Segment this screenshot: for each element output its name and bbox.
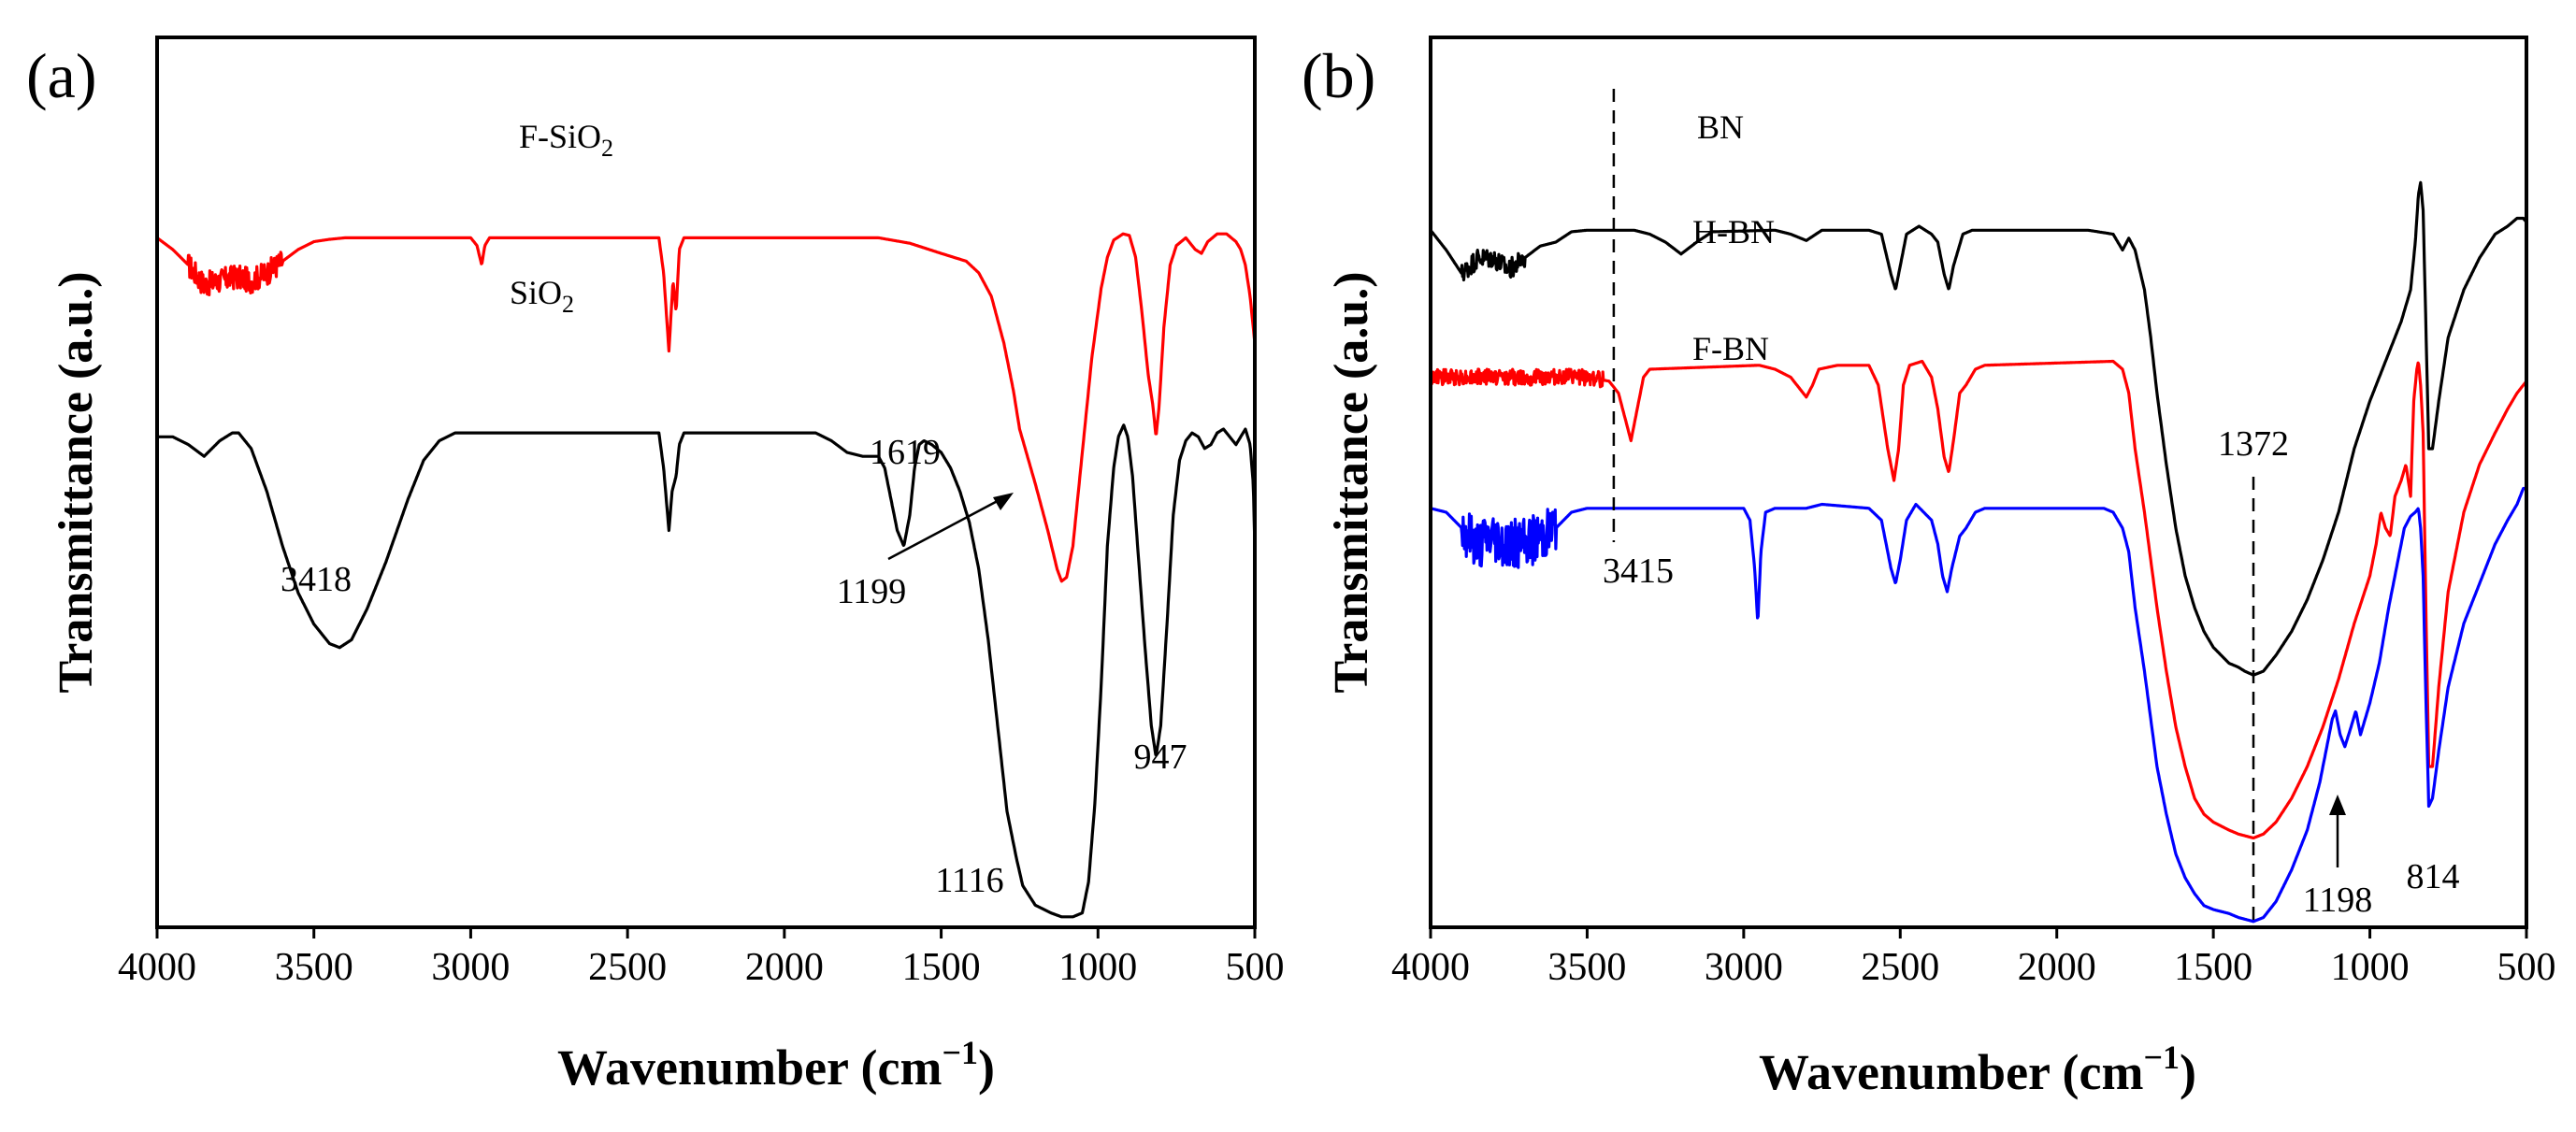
panel-a-x-tick-label: 3000 xyxy=(431,946,510,989)
panel-b-x-tick-label: 3000 xyxy=(1705,946,1783,989)
panel-b-x-tick-label: 4000 xyxy=(1391,946,1470,989)
panel-a-y-axis-label: Transmittance (a.u.) xyxy=(50,271,103,693)
panel-b-annotation-814: 814 xyxy=(2407,857,2460,896)
panel-a-annotation-3418: 3418 xyxy=(281,560,352,599)
panel-b-x-tick-label: 1000 xyxy=(2331,946,2410,989)
panel-b-x-tick-label: 500 xyxy=(2497,946,2556,989)
panel-b-annotation-1372: 1372 xyxy=(2218,424,2289,464)
panel-a-annotation-1199: 1199 xyxy=(837,572,907,611)
panel-a-axes-frame xyxy=(155,36,1257,929)
panel-a-annotation-947: 947 xyxy=(1134,738,1187,777)
panel-a-x-tick-label: 3500 xyxy=(275,946,353,989)
panel-a-arrow-1199 xyxy=(887,494,1009,561)
panel-a-x-tick-label: 2500 xyxy=(588,946,667,989)
panel-b-arrowhead-1198 xyxy=(2329,795,2346,815)
panel-a-annotation-1619: 1619 xyxy=(870,433,941,472)
panel-b-x-tick-label: 3500 xyxy=(1547,946,1626,989)
panel-b-series-f-bn xyxy=(1430,486,2527,924)
panel-a-x-tick-label: 2000 xyxy=(745,946,824,989)
panel-b: (b) 4000 3500 3000 2500 2000 1500 1000 500 BN H… xyxy=(1302,36,2556,1100)
panel-b-series-label-h-bn: H-BN xyxy=(1692,213,1775,251)
panel-a: (a) 4000 3500 3000 2500 2000 1500 1000 500 F-Si… xyxy=(26,36,1285,1096)
panel-a-label: (a) xyxy=(26,40,96,111)
panel-b-x-tick-label: 2000 xyxy=(2018,946,2096,989)
panel-b-label: (b) xyxy=(1302,40,1375,111)
panel-b-series-label-f-bn: F-BN xyxy=(1692,330,1769,367)
panel-a-x-tick-label: 4000 xyxy=(118,946,196,989)
panel-b-annotation-3415: 3415 xyxy=(1603,552,1674,591)
panel-a-x-tick-label: 500 xyxy=(1226,946,1285,989)
panel-b-x-tick-label: 1500 xyxy=(2174,946,2252,989)
panel-b-axes-frame xyxy=(1429,36,2528,929)
panel-a-series-label-sio2: SiO2 xyxy=(510,274,574,318)
panel-a-annotation-1116: 1116 xyxy=(935,861,1003,900)
panel-a-series-sio2 xyxy=(156,423,1257,919)
panel-b-x-tick-label: 2500 xyxy=(1861,946,1939,989)
panel-a-series-f-sio2 xyxy=(156,232,1257,583)
panel-b-series-label-bn: BN xyxy=(1697,108,1744,146)
panel-a-x-axis-label: Wavenumber (cm−1) xyxy=(557,1034,995,1096)
panel-b-series-h-bn xyxy=(1429,359,2528,840)
panel-b-annotation-1198: 1198 xyxy=(2303,881,2373,920)
panel-a-x-tick-label: 1000 xyxy=(1058,946,1137,989)
panel-a-series-label-f-sio2: F-SiO2 xyxy=(519,118,613,162)
panel-b-x-axis-label: Wavenumber (cm−1) xyxy=(1759,1039,2196,1100)
panel-a-arrowhead-1199 xyxy=(993,493,1014,510)
panel-a-x-tick-label: 1500 xyxy=(902,946,981,989)
panel-b-y-axis-label: Transmittance (a.u.) xyxy=(1325,271,1378,693)
